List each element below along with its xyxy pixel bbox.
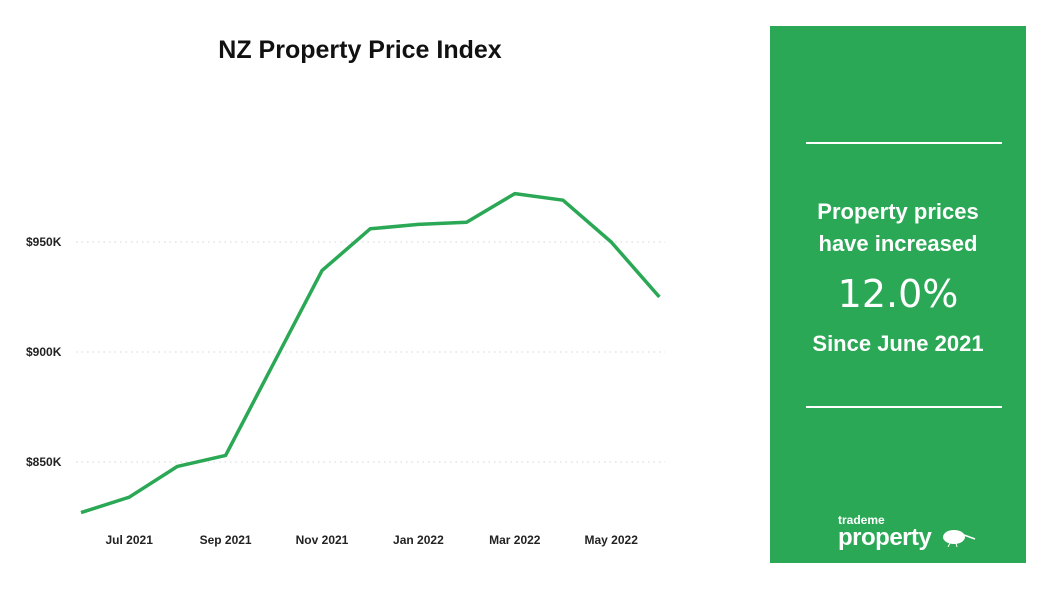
summary-line-2: have increased: [818, 231, 978, 256]
y-tick-label: $950K: [26, 235, 62, 249]
price-series-line: [80, 191, 661, 515]
y-tick-label: $900K: [26, 345, 62, 359]
x-tick-label: May 2022: [585, 533, 639, 547]
kiwi-icon: [942, 530, 976, 548]
x-tick-label: Jul 2021: [106, 533, 154, 547]
x-tick-label: Sep 2021: [200, 533, 252, 547]
logo-small-text: trademe: [838, 513, 885, 527]
y-tick-label: $850K: [26, 455, 62, 469]
x-tick-label: Jan 2022: [393, 533, 444, 547]
chart-title: NZ Property Price Index: [218, 36, 502, 64]
x-tick-label: Nov 2021: [296, 533, 349, 547]
divider: [806, 406, 1002, 408]
x-tick-label: Mar 2022: [489, 533, 541, 547]
summary-panel: Property prices have increased 12.0% Sin…: [770, 26, 1026, 563]
since-label: Since June 2021: [812, 331, 984, 356]
summary-text: Property prices have increased: [770, 196, 1026, 260]
logo-big-text: property: [838, 524, 932, 551]
divider: [806, 142, 1002, 144]
line-chart: $850K $900K $950K Jul 2021 Sep 2021 Nov 2021 J…: [26, 191, 665, 547]
percent-change: 12.0%: [837, 272, 959, 316]
summary-line-1: Property prices: [817, 199, 979, 224]
trademe-property-logo: trademe property: [838, 514, 976, 550]
